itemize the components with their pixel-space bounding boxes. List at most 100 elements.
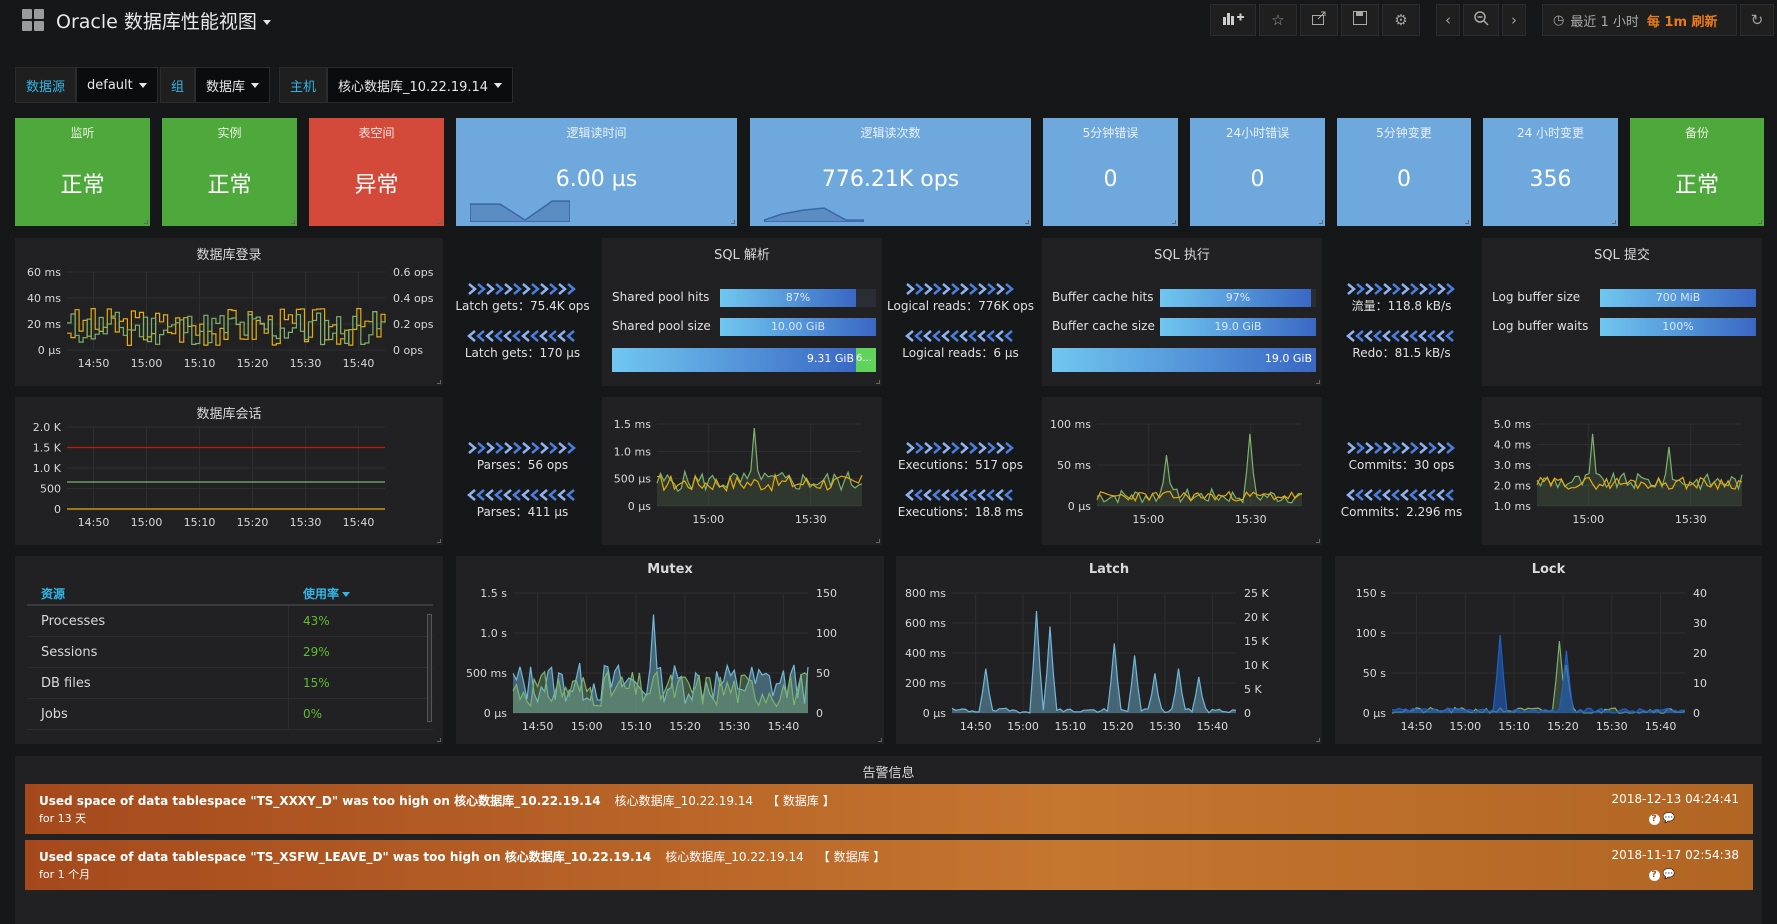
table-row[interactable]: Jobs 0%	[27, 699, 433, 730]
resize-handle[interactable]	[1316, 539, 1320, 543]
flow-top-label: Commits：30 ops	[1348, 458, 1455, 472]
dashboard-title[interactable]: Oracle 数据库性能视图	[56, 7, 271, 34]
y-tick-label: 1.5 K	[33, 442, 62, 455]
resize-handle[interactable]	[144, 220, 148, 224]
stat-tile[interactable]: 5分钟错误 0	[1043, 118, 1178, 226]
help-icon[interactable]: ?	[1648, 870, 1660, 881]
sql-parse-panel: SQL 解析 Shared pool hits 87% Shared pool si…	[602, 238, 882, 386]
add-panel-button[interactable]	[1210, 4, 1256, 36]
resize-handle[interactable]	[1172, 220, 1176, 224]
stat-tile[interactable]: 5分钟变更 0	[1337, 118, 1471, 226]
refresh-button[interactable]: ↻	[1740, 4, 1774, 36]
save-button[interactable]	[1341, 4, 1379, 36]
stat-tile[interactable]: 备份 正常	[1630, 118, 1764, 226]
resource-usage: 43%	[303, 614, 330, 628]
help-icon[interactable]: ?	[1648, 814, 1660, 825]
panel-title[interactable]: 数据库登录	[196, 248, 262, 263]
comments-icon[interactable]: 💬	[1662, 813, 1675, 824]
latch-flow-panel: Latch gets：75.4K ops Latch gets：170 µs	[455, 238, 590, 386]
panel-title[interactable]: SQL 解析	[714, 248, 770, 263]
zoom-out-button[interactable]	[1463, 4, 1499, 36]
resize-handle[interactable]	[1316, 380, 1320, 384]
alert-item[interactable]: Used space of data tablespace "TS_XXXY_D…	[25, 784, 1753, 834]
column-header-usage[interactable]: 使用率	[289, 585, 351, 602]
time-forward-button[interactable]: ›	[1502, 4, 1526, 36]
panel-title[interactable]: Lock	[1531, 562, 1566, 577]
series-area	[1097, 433, 1302, 506]
table-scrollbar[interactable]	[427, 614, 432, 722]
share-button[interactable]	[1300, 4, 1338, 36]
resize-handle[interactable]	[876, 539, 880, 543]
resize-handle[interactable]	[878, 738, 882, 742]
panel-title[interactable]: Latch	[1088, 562, 1130, 577]
resize-handle[interactable]	[1025, 220, 1029, 224]
bar-gauge-large: 9.31 GiB 6...	[612, 348, 876, 372]
stat-tile[interactable]: 24小时错误 0	[1190, 118, 1325, 226]
resize-handle[interactable]	[291, 220, 295, 224]
resize-handle[interactable]	[437, 380, 441, 384]
zoom-out-icon	[1473, 10, 1489, 30]
flow-top-label: Logical reads：776K ops	[887, 299, 1034, 313]
dashboard-title-text: Oracle 数据库性能视图	[56, 11, 257, 33]
bar-gauge: 19.0 GiB	[1160, 318, 1316, 336]
x-tick-label: 15:00	[692, 513, 724, 526]
table-row[interactable]: DB files 15%	[27, 668, 433, 699]
resize-handle[interactable]	[437, 738, 441, 742]
resize-handle[interactable]	[876, 380, 880, 384]
panel-title[interactable]: SQL 执行	[1154, 248, 1210, 263]
stat-tile[interactable]: 实例 正常	[162, 118, 297, 226]
table-row[interactable]: Sessions 29%	[27, 637, 433, 668]
host-select[interactable]: 核心数据库_10.22.19.14	[327, 67, 514, 103]
y2-tick-label: 50	[816, 667, 830, 680]
resize-handle[interactable]	[1319, 220, 1323, 224]
resize-handle[interactable]	[437, 539, 441, 543]
x-tick-label: 14:50	[522, 720, 554, 733]
latch-panel: Latch 800 ms 600 ms 400 ms 200 ms 0 µs 25 K 20…	[896, 556, 1322, 744]
flow-box: Commits：30 ops Commits：2.296 ms	[1334, 442, 1469, 520]
panel-title[interactable]: Mutex	[647, 562, 693, 577]
comments-icon[interactable]: 💬	[1662, 869, 1675, 880]
stat-tile[interactable]: 监听 正常	[15, 118, 150, 226]
panel-title[interactable]: SQL 提交	[1594, 248, 1650, 263]
time-range-picker[interactable]: ◷ 最近 1 小时 每 1m 刷新	[1542, 4, 1737, 36]
y-tick-label: 1.0 s	[480, 627, 507, 640]
stat-tile[interactable]: 表空间 异常	[309, 118, 444, 226]
resize-handle[interactable]	[731, 220, 735, 224]
alert-group: 【 数据库 】	[817, 850, 886, 864]
stat-tile[interactable]: 24 小时变更 356	[1483, 118, 1618, 226]
group-select[interactable]: 数据库	[195, 67, 271, 103]
grafana-menu-icon[interactable]	[22, 9, 44, 31]
x-tick-label: 15:30	[290, 357, 322, 370]
panel-title[interactable]: 数据库会话	[196, 407, 262, 422]
variable-datasource: 数据源 default	[15, 67, 158, 103]
resize-handle[interactable]	[1758, 220, 1762, 224]
column-header-resource[interactable]: 资源	[41, 586, 66, 601]
stat-tile[interactable]: 逻辑读次数 776.21K ops	[750, 118, 1031, 226]
resize-handle[interactable]	[1465, 220, 1469, 224]
panel-title[interactable]: 告警信息	[862, 766, 915, 781]
alert-item[interactable]: Used space of data tablespace "TS_XSFW_L…	[25, 840, 1753, 890]
x-tick-label: 15:40	[343, 516, 375, 529]
resize-handle[interactable]	[1612, 220, 1616, 224]
y2-tick-label: 5 K	[1244, 683, 1262, 696]
time-back-button[interactable]: ‹	[1436, 4, 1460, 36]
settings-button[interactable]: ⚙	[1382, 4, 1420, 36]
series-area	[1392, 641, 1685, 713]
bar-gauge-label: Log buffer size	[1492, 290, 1581, 304]
bar-gauge-fill	[720, 289, 856, 307]
table-header: 资源 使用率	[27, 582, 433, 606]
resize-handle[interactable]	[438, 220, 442, 224]
datasource-select[interactable]: default	[76, 67, 158, 103]
y-tick-label: 20 ms	[27, 318, 61, 331]
flow-box: Logical reads：776K ops Logical reads：6 µs	[887, 283, 1034, 361]
table-row[interactable]: Processes 43%	[27, 606, 433, 637]
y-tick-label: 0 µs	[923, 707, 946, 720]
stat-title: 逻辑读时间	[566, 126, 627, 140]
exec-flow-panel: Executions：517 ops Executions：18.8 ms	[893, 397, 1028, 545]
top-navbar: Oracle 数据库性能视图 ☆ ⚙ ‹ › ◷ 最近 1 小时 每 1m 刷新…	[0, 0, 1777, 40]
sort-desc-icon	[342, 591, 351, 597]
bar-gauge-fill	[612, 348, 858, 372]
stat-tile[interactable]: 逻辑读时间 6.00 µs	[456, 118, 737, 226]
resize-handle[interactable]	[1316, 738, 1320, 742]
star-button[interactable]: ☆	[1259, 4, 1297, 36]
